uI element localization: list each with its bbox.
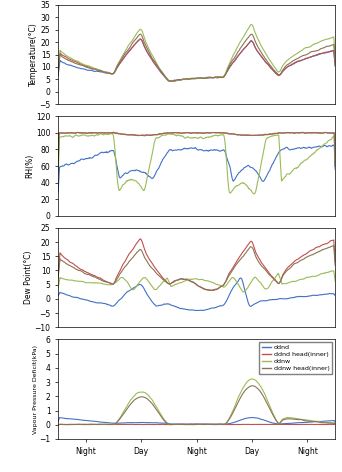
Legend: ddnd, ddnd head(inner), ddnw, ddnw head(inner): ddnd, ddnd head(inner), ddnw, ddnw head(… (259, 343, 332, 374)
Y-axis label: Vapour Pressure Deficit(kPa): Vapour Pressure Deficit(kPa) (33, 345, 38, 434)
Y-axis label: Temperature(°C): Temperature(°C) (29, 23, 38, 86)
Y-axis label: Dew Point(°C): Dew Point(°C) (24, 251, 33, 304)
Y-axis label: RH(%): RH(%) (26, 154, 35, 178)
